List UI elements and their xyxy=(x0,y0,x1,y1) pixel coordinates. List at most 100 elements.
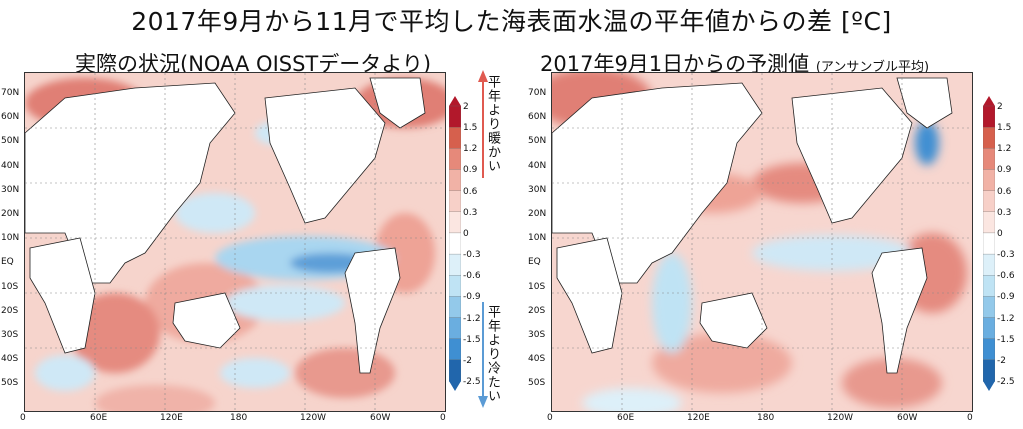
lon-tick-label: 60E xyxy=(90,413,108,423)
colorbar-segment xyxy=(983,275,995,298)
lat-tick-label: 20S xyxy=(1,305,19,316)
colorbar-segment xyxy=(983,296,995,319)
colorbar-tick-label: -0.9 xyxy=(463,292,481,303)
cold-note: 平年より冷たい xyxy=(485,305,500,403)
colorbar-tick-label: 0.3 xyxy=(463,207,478,218)
colorbar-tick-label: -1.2 xyxy=(997,313,1015,324)
right-panel-subtitle: (アンサンブル平均) xyxy=(815,60,930,75)
lat-tick-label: 30S xyxy=(1,330,19,340)
lon-tick-label: 0 xyxy=(20,413,26,423)
colorbar-tick-label: -0.6 xyxy=(463,271,481,282)
colorbar-tick-label: 1.5 xyxy=(997,123,1012,134)
colorbar-tick-label: -0.3 xyxy=(463,250,481,261)
lon-tick-label: 120W xyxy=(300,413,327,423)
colorbar-tick-label: 0.6 xyxy=(463,186,478,197)
lat-tick-label: 20N xyxy=(1,209,20,219)
cold-arrow-icon xyxy=(478,302,488,408)
colorbar-tick-label: 0.9 xyxy=(997,165,1012,176)
lat-tick-label: 50S xyxy=(528,378,546,389)
lon-tick-label: 0 xyxy=(967,413,973,423)
lat-tick-label: 20N xyxy=(528,209,547,219)
lon-tick-label: 60W xyxy=(897,413,918,423)
colorbar-top-arrow xyxy=(449,96,461,106)
lat-tick-label: 40N xyxy=(1,160,20,171)
colorbar-tick-label: -0.9 xyxy=(997,292,1015,303)
lon-tick-label: 180 xyxy=(230,413,248,423)
warm-arrow-icon xyxy=(478,70,488,178)
lat-tick-label: 10N xyxy=(528,233,547,244)
lat-tick-label: 10S xyxy=(1,281,19,292)
colorbar-segment xyxy=(983,338,995,361)
lat-tick-label: 10S xyxy=(528,281,546,292)
lat-tick-label: 60N xyxy=(1,112,20,123)
lat-tick-label: EQ xyxy=(1,257,14,268)
colorbar-segment xyxy=(449,253,461,276)
colorbar-segment xyxy=(449,359,461,382)
colorbar-segment xyxy=(449,296,461,319)
right-colorbar xyxy=(983,96,995,391)
colorbar-tick-label: 2 xyxy=(463,102,469,112)
colorbar-tick-label: 1.5 xyxy=(463,123,478,134)
colorbar-segment xyxy=(983,211,995,234)
lon-tick-label: 60W xyxy=(370,413,391,423)
colorbar-segment xyxy=(983,190,995,213)
lat-tick-label: 30N xyxy=(528,184,547,195)
colorbar-tick-label: -2 xyxy=(997,355,1006,366)
lat-tick-label: 30S xyxy=(528,330,546,340)
lat-tick-label: 70N xyxy=(528,88,547,98)
colorbar-tick-label: -2.5 xyxy=(997,377,1015,387)
right-map-forecast xyxy=(551,72,973,412)
warm-note: 平年より暖かい xyxy=(485,75,500,173)
lat-tick-label: 50S xyxy=(1,378,19,389)
colorbar-tick-label: 0.6 xyxy=(997,186,1012,197)
lat-tick-label: 20S xyxy=(528,305,546,316)
lat-tick-label: 40N xyxy=(528,160,547,171)
colorbar-bottom-arrow xyxy=(449,381,461,391)
lon-tick-label: 180 xyxy=(757,413,775,423)
colorbar-tick-label: -0.6 xyxy=(997,271,1015,282)
colorbar-segment xyxy=(449,232,461,255)
figure-title: 2017年9月から11月で平均した海表面水温の平年値からの差 [ºC] xyxy=(131,7,892,36)
colorbar-segment xyxy=(449,169,461,192)
left-map-svg xyxy=(25,73,445,411)
colorbar-tick-label: 1.2 xyxy=(463,144,478,155)
left-map-observed xyxy=(24,72,446,412)
lon-tick-label: 120W xyxy=(827,413,854,423)
colorbar-segment xyxy=(449,275,461,298)
lat-tick-label: 50N xyxy=(1,136,20,147)
left-colorbar xyxy=(449,96,461,391)
colorbar-tick-label: -2 xyxy=(463,355,472,366)
colorbar-segment xyxy=(449,105,461,128)
right-map-svg xyxy=(552,73,972,411)
colorbar-tick-label: 1.2 xyxy=(997,144,1012,155)
colorbar-segment xyxy=(983,148,995,171)
colorbar-tick-label: -1.2 xyxy=(463,313,481,324)
lat-tick-label: 30N xyxy=(1,184,20,195)
colorbar-tick-label: 0 xyxy=(997,228,1003,239)
colorbar-segment xyxy=(983,232,995,255)
colorbar-segment xyxy=(983,359,995,382)
colorbar-bottom-arrow xyxy=(983,381,995,391)
colorbar-segment xyxy=(983,253,995,276)
lon-tick-label: 60E xyxy=(617,413,635,423)
colorbar-segment xyxy=(449,148,461,171)
colorbar-tick-label: 0.3 xyxy=(997,207,1012,218)
colorbar-segment xyxy=(983,169,995,192)
colorbar-tick-label: 0.9 xyxy=(463,165,478,176)
lat-tick-label: 40S xyxy=(1,354,19,365)
lon-tick-label: 120E xyxy=(687,413,710,423)
lat-tick-label: 50N xyxy=(528,136,547,147)
colorbar-segment xyxy=(449,211,461,234)
lon-tick-label: 0 xyxy=(547,413,553,423)
colorbar-tick-label: -1.5 xyxy=(997,334,1015,345)
colorbar-tick-label: -2.5 xyxy=(463,377,481,387)
colorbar-tick-label: -1.5 xyxy=(463,334,481,345)
colorbar-tick-label: -0.3 xyxy=(997,250,1015,261)
colorbar-segment xyxy=(449,338,461,361)
lat-tick-label: 10N xyxy=(1,233,20,244)
lat-tick-label: 70N xyxy=(1,88,20,98)
lat-tick-label: 40S xyxy=(528,354,546,365)
colorbar-tick-label: 0 xyxy=(463,228,469,239)
lon-tick-label: 0 xyxy=(440,413,446,423)
colorbar-top-arrow xyxy=(983,96,995,106)
